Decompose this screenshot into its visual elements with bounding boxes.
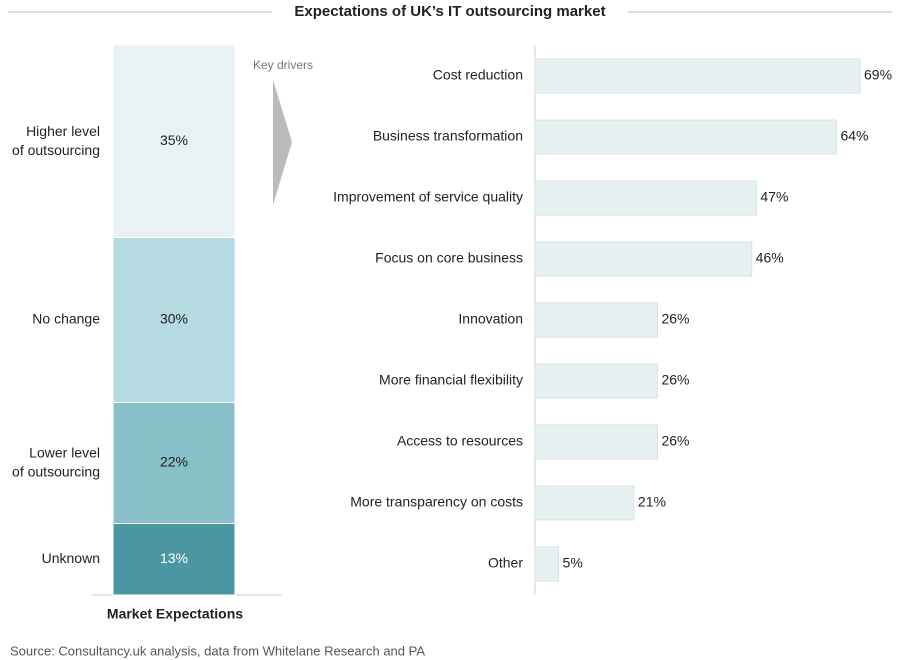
segment xyxy=(112,523,236,596)
bar xyxy=(534,424,658,460)
category-label: Higher level of outsourcing xyxy=(12,122,100,157)
value-label: 64% xyxy=(840,128,868,144)
bar xyxy=(534,546,560,582)
chart-title: Expectations of UK’s IT outsourcing mark… xyxy=(294,3,605,20)
value-label: 26% xyxy=(661,372,689,388)
category-label: Unknown xyxy=(42,550,100,566)
bar xyxy=(534,241,753,277)
panel-label: Key drivers xyxy=(253,58,313,72)
category-label: Innovation xyxy=(458,311,523,327)
bar xyxy=(534,180,757,216)
bar xyxy=(534,363,658,399)
value-label: 21% xyxy=(638,494,666,510)
category-label: Access to resources xyxy=(397,433,523,449)
arrow xyxy=(273,80,292,205)
category-label: Lower level of outsourcing xyxy=(12,444,100,479)
value-label: 5% xyxy=(563,555,583,571)
value-label: 26% xyxy=(661,433,689,449)
value-label: 35% xyxy=(160,132,188,148)
category-label: Focus on core business xyxy=(375,250,523,266)
category-label: Business transformation xyxy=(373,128,523,144)
value-label: 30% xyxy=(160,311,188,327)
value-label: 26% xyxy=(661,311,689,327)
value-label: 13% xyxy=(160,550,188,566)
x-axis-label: Market Expectations xyxy=(107,606,243,622)
bar xyxy=(534,119,837,155)
category-label: Cost reduction xyxy=(433,67,523,83)
segment xyxy=(112,44,236,238)
category-label: More financial flexibility xyxy=(379,372,523,388)
bar xyxy=(534,58,861,94)
value-label: 69% xyxy=(864,67,892,83)
bar xyxy=(534,485,635,521)
bar xyxy=(534,302,658,338)
value-label: 22% xyxy=(160,454,188,470)
category-label: Other xyxy=(488,555,523,571)
segment xyxy=(112,402,236,524)
category-label: More transparency on costs xyxy=(350,494,523,510)
category-label: Improvement of service quality xyxy=(333,189,523,205)
category-label: No change xyxy=(32,311,100,327)
source: Source: Consultancy.uk analysis, data fr… xyxy=(10,643,425,658)
value-label: 47% xyxy=(760,189,788,205)
value-label: 46% xyxy=(756,250,784,266)
